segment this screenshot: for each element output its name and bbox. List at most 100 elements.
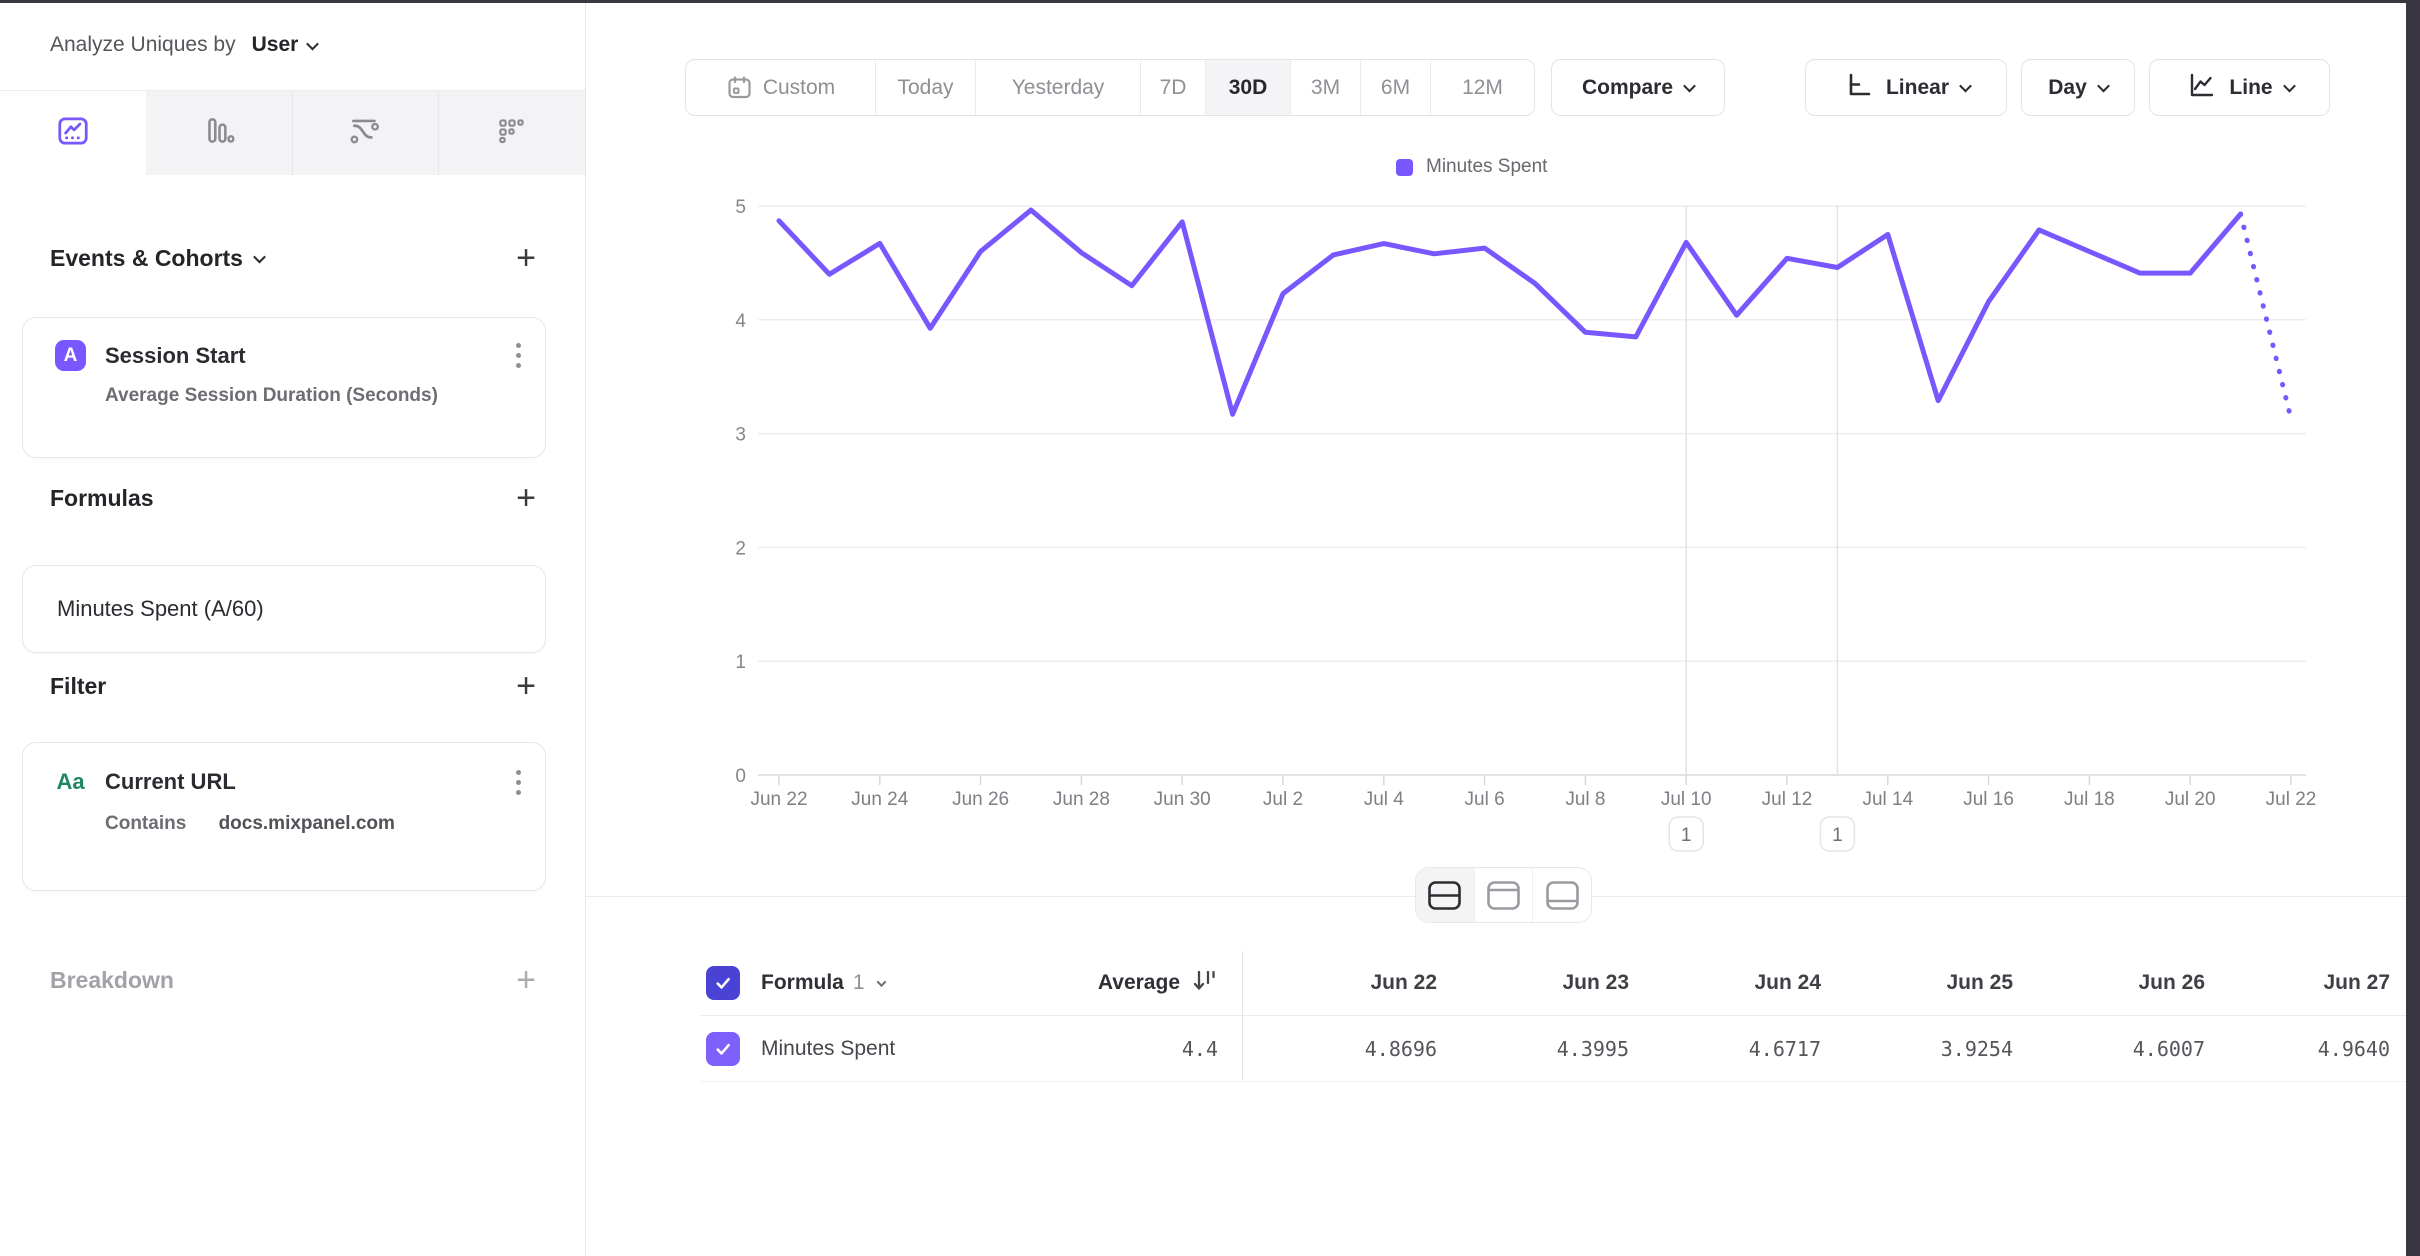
date-column-header[interactable]: Jun 24 [1754, 971, 1821, 994]
chevron-down-icon [253, 250, 266, 263]
row-checkbox[interactable] [706, 1031, 740, 1066]
table-cell: 4.8696 [1243, 1037, 1450, 1061]
tab-flows[interactable] [292, 91, 440, 175]
filter-value[interactable]: docs.mixpanel.com [218, 813, 395, 834]
flow-icon [347, 113, 383, 154]
breakdown-section-header: Breakdown + [50, 963, 536, 997]
cell-value: 3.9254 [1940, 1036, 2013, 1061]
date-column-header[interactable]: Jun 26 [2138, 971, 2205, 994]
event-measurement[interactable]: Average Session Duration (Seconds) [105, 385, 438, 406]
analyze-uniques-row[interactable]: Analyze Uniques by User [50, 33, 320, 57]
svg-text:Jun 28: Jun 28 [1053, 789, 1110, 810]
calendar-icon [728, 76, 751, 99]
date-column-header[interactable]: Jun 25 [1946, 971, 2013, 994]
line-chart[interactable]: 0 1 2 3 4 5 1 1 Jun 22 Jun 24 Jun 26 Jun 28 Jun 30 Ju… [700, 193, 2345, 865]
svg-text:Jul 4: Jul 4 [1364, 789, 1405, 810]
date-column-header[interactable]: Jun 27 [2323, 971, 2390, 994]
annotation-badge[interactable] [1819, 816, 1856, 852]
table-date-values: 4.8696 4.3995 4.6717 3.9254 4.6007 4.9640 [1243, 1037, 2403, 1061]
sort-descending-icon[interactable] [1190, 967, 1218, 1000]
events-heading[interactable]: Events & Cohorts [50, 245, 266, 272]
event-title[interactable]: Session Start [105, 342, 246, 368]
svg-text:5: 5 [735, 197, 746, 218]
svg-text:Jul 18: Jul 18 [2064, 789, 2115, 810]
window-top-edge [0, 0, 2420, 3]
tab-retention[interactable] [439, 91, 585, 175]
date-range-30d[interactable]: 30D [1206, 60, 1291, 115]
kebab-menu-icon[interactable] [515, 343, 521, 368]
table-cell: 3.9254 [1834, 1037, 2026, 1061]
results-table: Formula 1 Average Jun 22 Jun 23 Jun 24 Jun … [700, 951, 2406, 1082]
chart-only-view-button[interactable] [1475, 868, 1534, 922]
filter-section-header: Filter + [50, 669, 536, 703]
adjacent-panel-edge [2406, 0, 2420, 1256]
formula-column-header[interactable]: Formula 1 [761, 971, 886, 995]
svg-text:Jul 16: Jul 16 [1963, 789, 2014, 810]
filter-card[interactable]: Aa Current URL Contains docs.mixpanel.co… [22, 742, 546, 891]
date-column-header[interactable]: Jun 23 [1562, 971, 1629, 994]
cell-value: 4.6007 [2132, 1036, 2205, 1061]
svg-text:Jul 20: Jul 20 [2165, 789, 2216, 810]
cell-value: 4.9640 [2317, 1036, 2390, 1061]
series-line[interactable] [776, 207, 2244, 417]
chevron-down-icon [2096, 79, 2110, 93]
date-range-6m[interactable]: 6M [1361, 60, 1431, 115]
date-range-control: Custom Today Yesterday 7D 30D 3M 6M 12M [685, 59, 1535, 116]
svg-text:3: 3 [735, 425, 746, 446]
svg-text:2: 2 [735, 538, 746, 559]
add-filter-button[interactable]: + [516, 667, 536, 705]
filter-operator[interactable]: Contains [105, 813, 187, 834]
filter-property[interactable]: Current URL [105, 769, 236, 794]
add-event-button[interactable]: + [516, 239, 536, 277]
chart-type-button[interactable]: Line [2149, 59, 2330, 116]
date-range-7d[interactable]: 7D [1141, 60, 1206, 115]
analyze-value[interactable]: User [251, 33, 299, 56]
chevron-down-icon [306, 37, 320, 50]
divider [0, 90, 585, 91]
svg-text:Jul 10: Jul 10 [1661, 789, 1712, 810]
svg-text:Jun 26: Jun 26 [952, 789, 1009, 810]
breakdown-heading: Breakdown [50, 966, 174, 993]
grid-dots-icon [494, 113, 530, 154]
split-view-button[interactable] [1416, 868, 1475, 922]
svg-text:Jul 6: Jul 6 [1465, 789, 1505, 810]
bar-chart-icon [201, 113, 237, 154]
date-range-3m[interactable]: 3M [1291, 60, 1361, 115]
chart-legend[interactable]: Minutes Spent [1396, 156, 1547, 178]
table-row[interactable]: Minutes Spent 4.4 4.8696 4.3995 4.6717 3.92… [700, 1016, 2406, 1082]
granularity-button[interactable]: Day [2021, 59, 2135, 116]
event-card[interactable]: A Session Start Average Session Duration… [22, 317, 546, 458]
tab-insights[interactable] [0, 91, 146, 175]
svg-text:4: 4 [735, 311, 746, 332]
date-range-custom[interactable]: Custom [686, 60, 876, 115]
scale-button[interactable]: Linear [1805, 59, 2007, 116]
table-date-headers: Jun 22 Jun 23 Jun 24 Jun 25 Jun 26 Jun 27 [1243, 971, 2403, 995]
date-range-12m[interactable]: 12M [1462, 75, 1503, 99]
kebab-menu-icon[interactable] [515, 769, 521, 795]
add-breakdown-button[interactable]: + [516, 961, 536, 999]
date-range-yesterday[interactable]: Yesterday [976, 60, 1141, 115]
table-only-view-button[interactable] [1533, 868, 1591, 922]
table-cell: 4.6717 [1642, 1037, 1834, 1061]
average-column-header[interactable]: Average [1097, 971, 1180, 994]
analyze-label: Analyze Uniques by [50, 33, 236, 56]
formula-title[interactable]: Minutes Spent (A/60) [57, 596, 264, 621]
svg-text:Jul 12: Jul 12 [1762, 789, 1813, 810]
date-column-header[interactable]: Jun 22 [1370, 971, 1437, 994]
filter-heading: Filter [50, 672, 107, 699]
svg-text:1: 1 [1681, 825, 1692, 846]
annotation-badge[interactable] [1668, 816, 1704, 852]
formula-card[interactable]: Minutes Spent (A/60) [22, 565, 546, 653]
select-all-checkbox[interactable] [706, 966, 740, 1000]
svg-text:1: 1 [1832, 825, 1843, 846]
tab-funnels[interactable] [145, 91, 293, 175]
compare-button[interactable]: Compare [1551, 59, 1725, 116]
query-builder-sidebar: Analyze Uniques by User [0, 3, 586, 1256]
chevron-down-icon [1683, 79, 1696, 93]
svg-text:Jun 30: Jun 30 [1154, 789, 1211, 810]
report-type-tabbar [0, 91, 585, 175]
legend-label: Minutes Spent [1426, 156, 1548, 177]
svg-text:Jul 8: Jul 8 [1565, 789, 1605, 810]
date-range-today[interactable]: Today [876, 60, 976, 115]
add-formula-button[interactable]: + [516, 479, 536, 517]
